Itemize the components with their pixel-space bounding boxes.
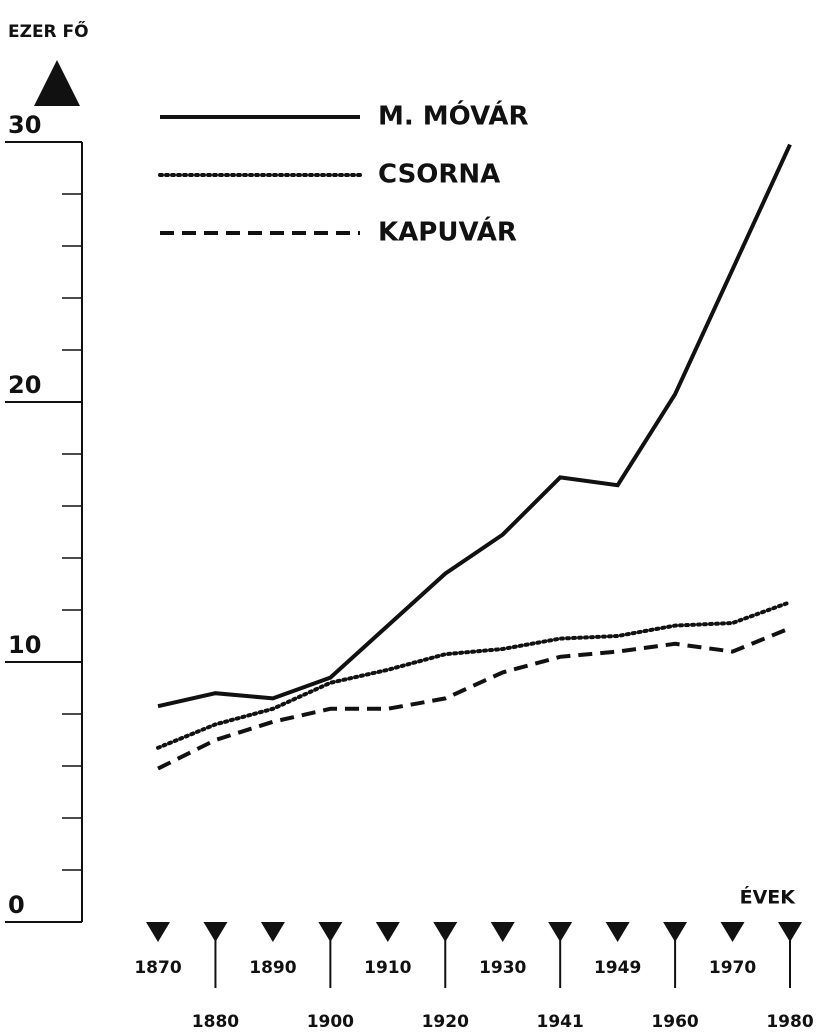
- x-tick: [203, 922, 228, 942]
- x-tick-label: 1960: [651, 1012, 698, 1032]
- x-tick-label: 1880: [192, 1012, 239, 1032]
- x-tick-label: 1970: [709, 958, 756, 978]
- x-tick: [663, 922, 688, 942]
- series-line: [157, 626, 791, 771]
- x-tick-label: 1949: [594, 958, 641, 978]
- x-tick: [605, 922, 630, 942]
- y-tick-label: 30: [8, 111, 41, 139]
- x-tick-label: 1890: [249, 958, 296, 978]
- x-tick-label: 1980: [766, 1012, 813, 1032]
- y-tick-label: 20: [8, 371, 41, 399]
- y-tick-label: 10: [8, 631, 41, 659]
- x-axis-label: ÉVEK: [740, 886, 797, 909]
- x-tick: [260, 922, 285, 942]
- legend-label: M. MÓVÁR: [378, 100, 529, 132]
- series-line: [157, 143, 792, 709]
- y-tick-label: 0: [8, 891, 25, 919]
- x-tick: [548, 922, 573, 942]
- x-tick: [146, 922, 170, 942]
- x-tick: [375, 922, 400, 942]
- legend-label: CSORNA: [378, 160, 500, 190]
- x-tick: [433, 922, 458, 942]
- legend-label: KAPUVÁR: [378, 216, 517, 248]
- series-line: [156, 600, 792, 750]
- x-tick-label: 1920: [422, 1012, 469, 1032]
- x-tick: [490, 922, 515, 942]
- x-tick-label: 1900: [307, 1012, 354, 1032]
- x-tick-label: 1910: [364, 958, 411, 978]
- x-tick: [778, 922, 802, 942]
- x-tick: [318, 922, 343, 942]
- x-tick: [720, 922, 745, 942]
- x-tick-label: 1870: [134, 958, 181, 978]
- axis-arrow: [34, 60, 80, 106]
- x-tick-label: 1941: [537, 1012, 584, 1032]
- x-tick-label: 1930: [479, 958, 526, 978]
- y-axis-label: EZER FŐ: [8, 20, 89, 42]
